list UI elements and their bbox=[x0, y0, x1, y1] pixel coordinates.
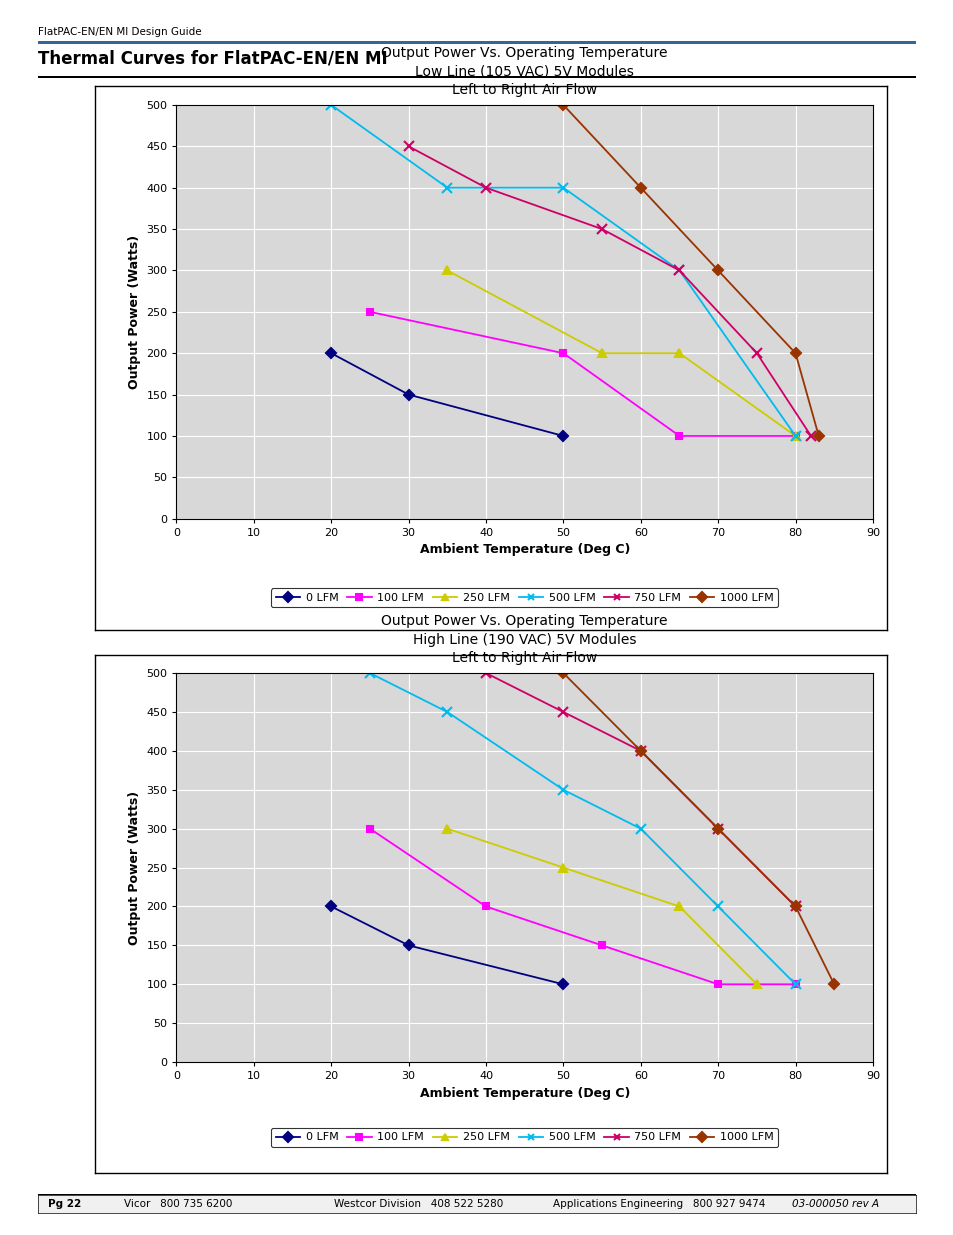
Text: FlatPAC-EN/EN MI Design Guide: FlatPAC-EN/EN MI Design Guide bbox=[38, 27, 202, 37]
Text: Vicor   800 735 6200: Vicor 800 735 6200 bbox=[124, 1199, 233, 1209]
Text: Pg 22: Pg 22 bbox=[48, 1199, 81, 1209]
Legend: 0 LFM, 100 LFM, 250 LFM, 500 LFM, 750 LFM, 1000 LFM: 0 LFM, 100 LFM, 250 LFM, 500 LFM, 750 LF… bbox=[271, 1128, 778, 1147]
Y-axis label: Output Power (Watts): Output Power (Watts) bbox=[128, 235, 141, 389]
X-axis label: Ambient Temperature (Deg C): Ambient Temperature (Deg C) bbox=[419, 1087, 629, 1099]
Title: Output Power Vs. Operating Temperature
Low Line (105 VAC) 5V Modules
Left to Rig: Output Power Vs. Operating Temperature L… bbox=[381, 46, 667, 96]
Y-axis label: Output Power (Watts): Output Power (Watts) bbox=[128, 790, 141, 945]
Title: Output Power Vs. Operating Temperature
High Line (190 VAC) 5V Modules
Left to Ri: Output Power Vs. Operating Temperature H… bbox=[381, 614, 667, 664]
X-axis label: Ambient Temperature (Deg C): Ambient Temperature (Deg C) bbox=[419, 543, 629, 556]
Text: Westcor Division   408 522 5280: Westcor Division 408 522 5280 bbox=[334, 1199, 502, 1209]
Text: 03-000050 rev A: 03-000050 rev A bbox=[791, 1199, 878, 1209]
Text: Applications Engineering   800 927 9474: Applications Engineering 800 927 9474 bbox=[553, 1199, 765, 1209]
Text: Thermal Curves for FlatPAC-EN/EN MI: Thermal Curves for FlatPAC-EN/EN MI bbox=[38, 49, 387, 68]
Legend: 0 LFM, 100 LFM, 250 LFM, 500 LFM, 750 LFM, 1000 LFM: 0 LFM, 100 LFM, 250 LFM, 500 LFM, 750 LF… bbox=[271, 588, 778, 608]
